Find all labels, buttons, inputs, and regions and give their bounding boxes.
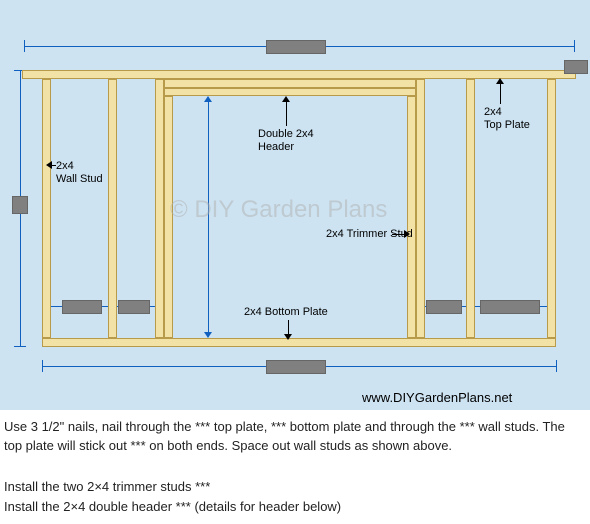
arrow-header <box>286 100 287 126</box>
top-plate <box>22 70 576 79</box>
dim-top-tick-l <box>24 40 25 52</box>
arrow-wallstud-head <box>46 161 52 169</box>
label-double-header: Double 2x4 Header <box>258 128 314 154</box>
bottom-plate <box>42 338 556 347</box>
instruction-2: Install the two 2×4 trimmer studs *** <box>4 478 586 497</box>
label-bottom-plate: 2x4 Bottom Plate <box>244 306 328 319</box>
arrow-header-head <box>282 96 290 102</box>
dim-top-tick-r <box>574 40 575 52</box>
wall-stud-5 <box>547 79 556 338</box>
diagram-canvas: © DIY Garden Plans Double 2x4 Header 2x4… <box>0 0 590 524</box>
arrow-topplate-head <box>496 78 504 84</box>
dim-bottom-tick-l <box>42 360 43 372</box>
wall-stud-0 <box>42 79 51 338</box>
site-url: www.DIYGardenPlans.net <box>362 390 512 405</box>
dim-bottom-tick-r <box>556 360 557 372</box>
dim-left-tick-b <box>14 346 26 347</box>
arrow-bottom-head <box>284 334 292 340</box>
watermark-text: © DIY Garden Plans <box>170 196 387 224</box>
dim-mask-1 <box>62 300 102 314</box>
trimmer-stud-1 <box>407 96 416 338</box>
arrow-trimmer-head <box>404 230 410 238</box>
dim-mask-4 <box>480 300 540 314</box>
label-top-plate: 2x4 Top Plate <box>484 106 530 132</box>
instruction-1: Use 3 1/2" nails, nail through the *** t… <box>4 418 586 456</box>
wall-stud-3 <box>416 79 425 338</box>
header-1 <box>164 88 416 96</box>
arrow-topplate <box>500 82 501 104</box>
wall-stud-2 <box>155 79 164 338</box>
dim-mask-5 <box>266 40 326 54</box>
wall-stud-1 <box>108 79 117 338</box>
header-0 <box>164 79 416 88</box>
instruction-3: Install the 2×4 double header *** (detai… <box>4 498 586 517</box>
dim-mask-6 <box>266 360 326 374</box>
dim-mask-7 <box>564 60 588 74</box>
label-wall-stud: 2x4 Wall Stud <box>56 160 103 186</box>
dim-mask-2 <box>118 300 150 314</box>
dim-opening-arrow-top <box>204 96 212 102</box>
wall-stud-4 <box>466 79 475 338</box>
dim-mask-3 <box>426 300 462 314</box>
dim-mask-0 <box>12 196 28 214</box>
